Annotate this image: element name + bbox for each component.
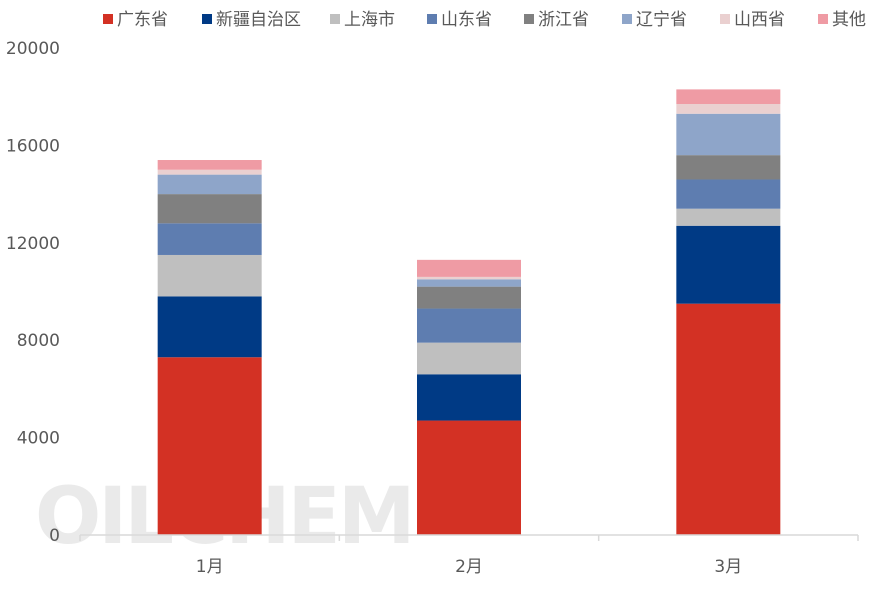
y-tick-label: 0 <box>49 526 60 546</box>
bar-segment <box>676 89 781 105</box>
bar-segment <box>676 179 781 209</box>
legend-item: 浙江省 <box>524 10 589 30</box>
bar-segment <box>157 254 262 297</box>
bar-segment <box>417 259 521 277</box>
bar-segment <box>157 223 262 255</box>
legend-swatch <box>524 14 534 24</box>
legend-item: 其他 <box>818 10 866 30</box>
legend-item: 山东省 <box>427 10 492 30</box>
legend-label: 上海市 <box>344 10 395 30</box>
legend-label: 山东省 <box>441 10 492 30</box>
bar-segment <box>676 104 781 114</box>
bar-segment <box>157 160 262 170</box>
legend-label: 新疆自治区 <box>216 10 301 30</box>
x-tick-label: 2月 <box>455 557 483 577</box>
y-axis: 0 4000 8000 12000 16000 20000 <box>6 39 60 546</box>
legend-item: 广东省 <box>103 10 168 30</box>
bar-segment <box>417 374 521 421</box>
bar-segment <box>417 420 521 535</box>
bar-segment <box>417 276 521 280</box>
y-tick-label: 12000 <box>6 234 60 254</box>
bar-segment <box>417 342 521 375</box>
bar-segment <box>676 208 781 226</box>
x-axis: 1月 2月 3月 <box>79 534 859 577</box>
legend-swatch <box>330 14 340 24</box>
bar-segment <box>157 174 262 195</box>
y-tick-label: 16000 <box>6 136 60 156</box>
legend-swatch <box>720 14 730 24</box>
y-tick-label: 4000 <box>17 429 60 449</box>
bar-segment <box>676 155 781 180</box>
bar-segment <box>157 169 262 175</box>
bar-segment <box>417 308 521 343</box>
bar-segment <box>157 357 262 535</box>
bar-segment <box>676 303 781 535</box>
bars <box>157 89 781 535</box>
legend-swatch <box>427 14 437 24</box>
legend-item: 辽宁省 <box>622 10 687 30</box>
bar-segment <box>676 113 781 156</box>
legend-item: 上海市 <box>330 10 395 30</box>
legend-swatch <box>622 14 632 24</box>
y-tick-label: 8000 <box>17 331 60 351</box>
legend-item: 山西省 <box>720 10 785 30</box>
legend-swatch <box>818 14 828 24</box>
y-tick-label: 20000 <box>6 39 60 59</box>
legend-label: 其他 <box>832 10 866 30</box>
x-tick-label: 1月 <box>196 557 224 577</box>
x-tick-label: 3月 <box>714 557 742 577</box>
bar-segment <box>157 194 262 224</box>
legend-item: 新疆自治区 <box>202 10 301 30</box>
bar-segment <box>676 225 781 304</box>
bar-segment <box>417 279 521 287</box>
legend: 广东省 新疆自治区 上海市 山东省 浙江省 辽宁省 山西省 其他 <box>103 10 866 30</box>
legend-label: 辽宁省 <box>636 10 687 30</box>
bar-segment <box>157 296 262 358</box>
legend-label: 广东省 <box>117 10 168 30</box>
legend-swatch <box>202 14 212 24</box>
legend-swatch <box>103 14 113 24</box>
legend-label: 山西省 <box>734 10 785 30</box>
bar-segment <box>417 286 521 309</box>
legend-label: 浙江省 <box>538 10 589 30</box>
